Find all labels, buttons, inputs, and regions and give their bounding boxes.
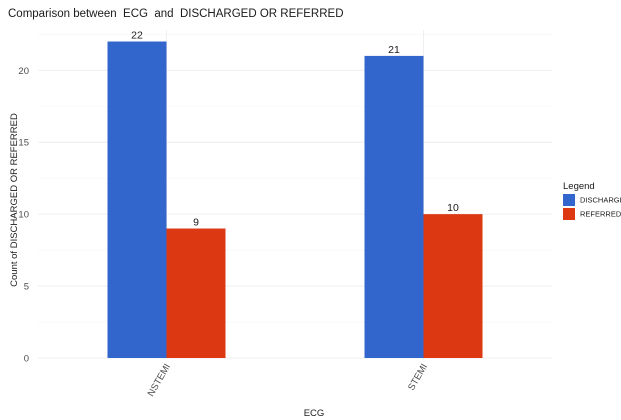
legend: Legend DISCHARGED REFERRED xyxy=(563,181,621,220)
legend-label: REFERRED xyxy=(580,210,621,219)
x-axis-title: ECG xyxy=(304,408,325,419)
y-tick-label: 10 xyxy=(18,210,29,221)
y-axis: 0 5 10 15 20 xyxy=(18,66,29,365)
bar-referred-stemi xyxy=(423,214,483,358)
legend-swatch-referred xyxy=(563,208,575,220)
bar-discharged-nstemi xyxy=(107,41,167,358)
bar-referred-nstemi xyxy=(166,228,226,358)
x-tick-label: STEMI xyxy=(406,362,430,393)
y-axis-title: Count of DISCHARGED OR REFERRED xyxy=(9,113,20,287)
y-tick-label: 5 xyxy=(24,282,29,293)
bar-discharged-stemi xyxy=(364,55,424,358)
x-axis: NSTEMI STEMI xyxy=(146,362,430,399)
y-tick-label: 0 xyxy=(24,354,29,365)
x-tick-label: NSTEMI xyxy=(146,362,173,399)
bars xyxy=(107,41,483,358)
chart-title: Comparison between ECG and DISCHARGED OR… xyxy=(8,8,344,20)
data-label: 22 xyxy=(131,30,143,42)
data-label: 21 xyxy=(388,44,400,56)
data-labels: 22 9 21 10 xyxy=(131,30,459,229)
legend-label: DISCHARGED xyxy=(580,196,621,205)
data-label: 9 xyxy=(193,217,199,229)
legend-swatch-discharged xyxy=(563,194,575,206)
data-label: 10 xyxy=(447,202,459,214)
legend-title: Legend xyxy=(563,181,595,192)
y-tick-label: 20 xyxy=(18,66,29,77)
y-tick-label: 15 xyxy=(18,138,29,149)
